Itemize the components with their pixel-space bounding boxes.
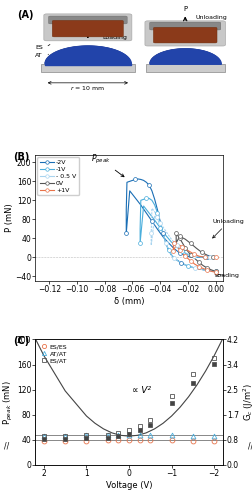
Bar — [41, 64, 134, 72]
Text: //: // — [247, 441, 252, 450]
X-axis label: δ (mm): δ (mm) — [113, 297, 144, 306]
Bar — [145, 64, 224, 72]
Text: Loading: Loading — [102, 35, 127, 40]
Text: Unloading: Unloading — [195, 16, 226, 20]
Legend: ES/ES, AT/AT, ES/AT: ES/ES, AT/AT, ES/AT — [38, 342, 69, 365]
FancyBboxPatch shape — [48, 16, 127, 24]
Text: Loading: Loading — [213, 273, 238, 278]
Text: P: P — [182, 6, 186, 12]
Text: ∝ V²: ∝ V² — [132, 386, 151, 395]
Text: AT: AT — [35, 54, 43, 59]
FancyBboxPatch shape — [44, 14, 131, 41]
Polygon shape — [45, 46, 130, 64]
Y-axis label: P$_{peak}$ (mN): P$_{peak}$ (mN) — [2, 380, 15, 424]
Polygon shape — [149, 48, 220, 64]
Text: (B): (B) — [13, 152, 29, 162]
FancyBboxPatch shape — [153, 28, 216, 43]
FancyBboxPatch shape — [52, 20, 123, 37]
Text: (A): (A) — [17, 10, 33, 20]
Text: (C): (C) — [13, 336, 29, 345]
Y-axis label: P (mN): P (mN) — [5, 204, 14, 233]
Text: $r$ = 10 mm: $r$ = 10 mm — [70, 84, 105, 92]
FancyBboxPatch shape — [149, 22, 220, 30]
Text: //: // — [4, 441, 9, 450]
Legend: -2V, -1V, - 0.5 V, 0V, +1V: -2V, -1V, - 0.5 V, 0V, +1V — [37, 157, 78, 196]
Text: Unloading: Unloading — [212, 219, 244, 238]
Text: ES: ES — [35, 45, 43, 50]
Text: $P_{peak}$: $P_{peak}$ — [90, 152, 123, 176]
FancyBboxPatch shape — [144, 21, 225, 46]
X-axis label: Voltage (V): Voltage (V) — [105, 481, 152, 490]
Y-axis label: G$_c$ (J/m$^2$): G$_c$ (J/m$^2$) — [241, 383, 252, 421]
